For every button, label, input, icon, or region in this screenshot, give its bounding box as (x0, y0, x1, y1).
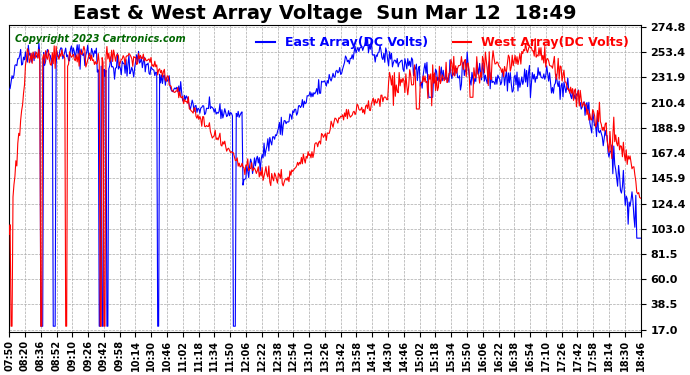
Title: East & West Array Voltage  Sun Mar 12  18:49: East & West Array Voltage Sun Mar 12 18:… (73, 4, 577, 23)
Legend: East Array(DC Volts), West Array(DC Volts): East Array(DC Volts), West Array(DC Volt… (251, 31, 634, 54)
Text: Copyright 2023 Cartronics.com: Copyright 2023 Cartronics.com (15, 34, 186, 44)
